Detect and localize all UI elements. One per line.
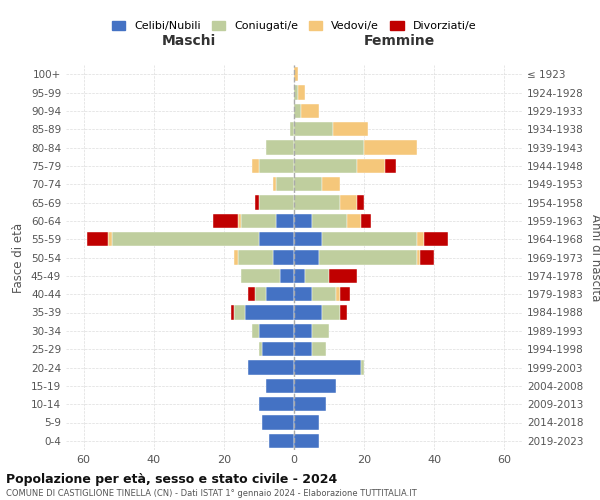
Bar — [259, 158, 294, 173]
Bar — [322, 177, 340, 192]
Bar — [294, 232, 322, 246]
Bar — [266, 140, 294, 154]
Bar — [319, 250, 417, 264]
Bar — [256, 287, 266, 302]
Bar — [259, 232, 294, 246]
Bar — [347, 214, 361, 228]
Bar — [259, 342, 262, 356]
Bar — [241, 268, 280, 283]
Bar — [108, 232, 112, 246]
Bar — [259, 397, 294, 411]
Bar — [262, 416, 294, 430]
Bar — [361, 214, 371, 228]
Bar — [311, 342, 326, 356]
Bar — [294, 306, 322, 320]
Bar — [294, 268, 305, 283]
Text: Maschi: Maschi — [162, 34, 216, 48]
Bar — [294, 177, 322, 192]
Bar — [322, 306, 340, 320]
Bar — [424, 232, 448, 246]
Bar — [294, 360, 361, 374]
Bar — [340, 287, 350, 302]
Bar — [364, 140, 417, 154]
Bar — [273, 250, 294, 264]
Bar — [298, 86, 305, 100]
Bar — [329, 268, 357, 283]
Bar — [294, 196, 340, 209]
Bar — [311, 214, 347, 228]
Bar — [290, 122, 294, 136]
Bar — [248, 287, 256, 302]
Bar — [336, 287, 340, 302]
Bar — [294, 342, 311, 356]
Bar — [294, 416, 319, 430]
Bar — [277, 177, 294, 192]
Bar — [294, 434, 319, 448]
Bar — [252, 158, 259, 173]
Bar — [294, 397, 326, 411]
Bar — [214, 214, 238, 228]
Bar — [231, 306, 235, 320]
Bar — [112, 232, 259, 246]
Bar — [294, 250, 319, 264]
Bar — [332, 122, 368, 136]
Bar — [294, 287, 311, 302]
Y-axis label: Fasce di età: Fasce di età — [13, 222, 25, 292]
Y-axis label: Anni di nascita: Anni di nascita — [589, 214, 600, 301]
Bar — [357, 158, 385, 173]
Bar — [301, 104, 319, 118]
Bar — [256, 196, 259, 209]
Bar — [340, 306, 347, 320]
Bar — [259, 196, 294, 209]
Text: Popolazione per età, sesso e stato civile - 2024: Popolazione per età, sesso e stato civil… — [6, 472, 337, 486]
Bar — [361, 360, 364, 374]
Bar — [259, 324, 294, 338]
Bar — [269, 434, 294, 448]
Bar — [294, 104, 301, 118]
Bar — [277, 214, 294, 228]
Bar — [245, 306, 294, 320]
Bar — [294, 378, 336, 393]
Bar — [417, 232, 424, 246]
Bar — [417, 250, 420, 264]
Bar — [266, 378, 294, 393]
Bar — [294, 67, 298, 82]
Bar — [294, 324, 311, 338]
Bar — [266, 287, 294, 302]
Bar — [294, 86, 298, 100]
Text: COMUNE DI CASTIGLIONE TINELLA (CN) - Dati ISTAT 1° gennaio 2024 - Elaborazione T: COMUNE DI CASTIGLIONE TINELLA (CN) - Dat… — [6, 489, 417, 498]
Bar — [322, 232, 417, 246]
Bar — [311, 287, 336, 302]
Bar — [294, 122, 332, 136]
Bar — [241, 214, 277, 228]
Bar — [252, 324, 259, 338]
Bar — [311, 324, 329, 338]
Bar — [238, 250, 273, 264]
Bar — [87, 232, 108, 246]
Bar — [357, 196, 364, 209]
Bar — [420, 250, 434, 264]
Bar — [385, 158, 396, 173]
Bar — [305, 268, 329, 283]
Legend: Celibi/Nubili, Coniugati/e, Vedovi/e, Divorziati/e: Celibi/Nubili, Coniugati/e, Vedovi/e, Di… — [112, 20, 476, 32]
Bar — [238, 214, 241, 228]
Bar — [273, 177, 277, 192]
Bar — [248, 360, 294, 374]
Bar — [235, 306, 245, 320]
Bar — [340, 196, 357, 209]
Bar — [294, 140, 364, 154]
Text: Femmine: Femmine — [363, 34, 434, 48]
Bar — [294, 214, 311, 228]
Bar — [294, 158, 357, 173]
Bar — [280, 268, 294, 283]
Bar — [262, 342, 294, 356]
Bar — [235, 250, 238, 264]
